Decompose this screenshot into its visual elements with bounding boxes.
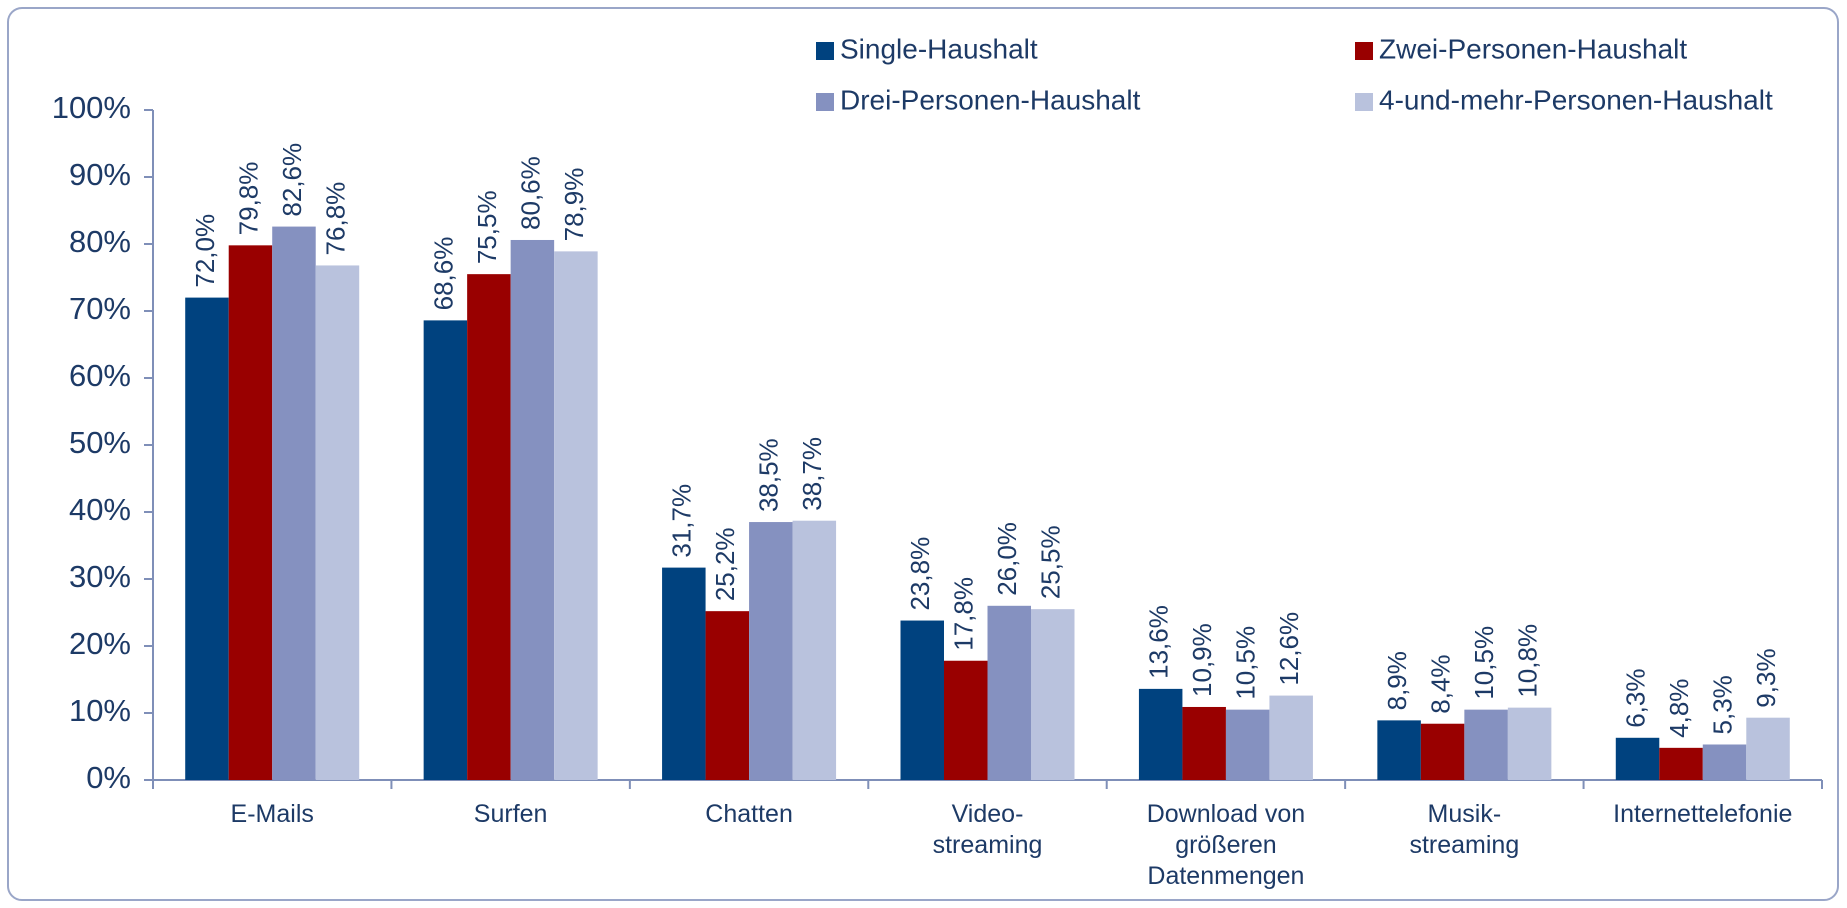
bar: [1746, 717, 1790, 780]
x-tick-label-line: größeren: [1175, 831, 1276, 859]
value-label: 72,0%: [190, 214, 220, 288]
value-label: 8,9%: [1382, 651, 1412, 710]
x-tick-label-line: Video-: [952, 800, 1024, 828]
bar: [554, 251, 598, 780]
value-label: 68,6%: [428, 237, 458, 311]
bar: [1031, 609, 1075, 780]
bar: [1377, 720, 1421, 780]
value-label: 38,5%: [754, 438, 784, 512]
x-tick-label: E-Mails: [231, 800, 314, 828]
value-label: 25,5%: [1036, 525, 1066, 599]
value-label: 10,9%: [1187, 623, 1217, 697]
value-label: 75,5%: [472, 190, 502, 264]
bar: [467, 274, 511, 780]
bar: [944, 660, 988, 780]
x-tick-label: Surfen: [474, 800, 548, 828]
bar: [272, 226, 316, 780]
value-label: 9,3%: [1751, 648, 1781, 707]
x-tick-label: Musik-streaming: [1409, 800, 1519, 859]
value-label: 10,8%: [1512, 624, 1542, 698]
y-tick-label: 70%: [69, 291, 131, 326]
value-label: 25,2%: [710, 527, 740, 601]
bar: [1464, 709, 1508, 780]
value-label: 31,7%: [667, 484, 697, 558]
value-label: 6,3%: [1620, 669, 1650, 728]
legend-label: Single-Haushalt: [840, 33, 1038, 64]
y-tick-label: 90%: [69, 157, 131, 192]
y-tick-label: 10%: [69, 693, 131, 728]
legend-label: Drei-Personen-Haushalt: [840, 84, 1141, 115]
legend-label: 4-und-mehr-Personen-Haushalt: [1379, 84, 1773, 115]
x-tick-label-line: E-Mails: [231, 800, 314, 828]
x-tick-label-line: Internettelefonie: [1613, 800, 1792, 828]
value-label: 12,6%: [1274, 612, 1304, 686]
bar: [987, 605, 1031, 780]
bar: [1702, 744, 1747, 780]
x-tick-label-line: streaming: [933, 831, 1043, 859]
value-label: 38,7%: [797, 437, 827, 511]
bar: [1615, 737, 1660, 780]
x-tick-label-line: streaming: [1409, 831, 1519, 859]
bar: [185, 297, 229, 780]
value-label: 23,8%: [905, 537, 935, 611]
bar: [315, 265, 360, 780]
bar: [423, 320, 468, 780]
x-tick-label-line: Surfen: [474, 800, 548, 828]
y-tick-label: 30%: [69, 559, 131, 594]
x-tick-label-line: Datenmengen: [1147, 862, 1304, 890]
bar: [1269, 695, 1313, 780]
y-tick-label: 20%: [69, 626, 131, 661]
x-tick-label: Chatten: [705, 800, 793, 828]
x-tick-label: Video-streaming: [933, 800, 1043, 859]
y-tick-label: 0%: [86, 760, 131, 795]
value-label: 10,5%: [1231, 626, 1261, 700]
bar: [1138, 688, 1183, 780]
y-tick-label: 80%: [69, 224, 131, 259]
y-tick-label: 40%: [69, 492, 131, 527]
y-tick-label: 60%: [69, 358, 131, 393]
value-label: 10,5%: [1469, 626, 1499, 700]
legend-label: Zwei-Personen-Haushalt: [1379, 33, 1687, 64]
value-label: 78,9%: [559, 168, 589, 242]
value-label: 5,3%: [1707, 675, 1737, 734]
value-label: 26,0%: [992, 522, 1022, 596]
legend-swatch: [816, 93, 834, 111]
bar: [1225, 709, 1270, 780]
value-label: 17,8%: [949, 577, 979, 651]
bar: [1420, 723, 1465, 780]
value-label: 80,6%: [515, 156, 545, 230]
bar: [792, 520, 837, 780]
bar: [228, 245, 273, 781]
value-label: 79,8%: [233, 162, 263, 236]
y-tick-label: 50%: [69, 425, 131, 460]
bar: [705, 611, 750, 780]
bar: [900, 620, 944, 780]
x-tick-label-line: Download von: [1147, 800, 1305, 828]
x-tick-label-line: Musik-: [1428, 800, 1502, 828]
bar: [662, 567, 706, 780]
bar: [1507, 707, 1552, 780]
x-tick-label: Internettelefonie: [1613, 800, 1792, 828]
value-label: 8,4%: [1425, 654, 1455, 713]
value-label: 82,6%: [277, 143, 307, 217]
value-label: 4,8%: [1664, 679, 1694, 738]
y-tick-label: 100%: [52, 90, 131, 125]
legend-swatch: [1355, 42, 1373, 60]
legend-swatch: [1355, 93, 1373, 111]
value-label: 76,8%: [320, 182, 350, 256]
value-label: 13,6%: [1144, 605, 1174, 679]
x-tick-label: Download von größeren Datenmengen: [1147, 800, 1305, 890]
bar: [1182, 706, 1226, 780]
bar: [510, 239, 555, 781]
legend-swatch: [816, 42, 834, 60]
bar: [1659, 747, 1703, 780]
bar: [749, 522, 793, 780]
x-tick-label-line: Chatten: [705, 800, 793, 828]
